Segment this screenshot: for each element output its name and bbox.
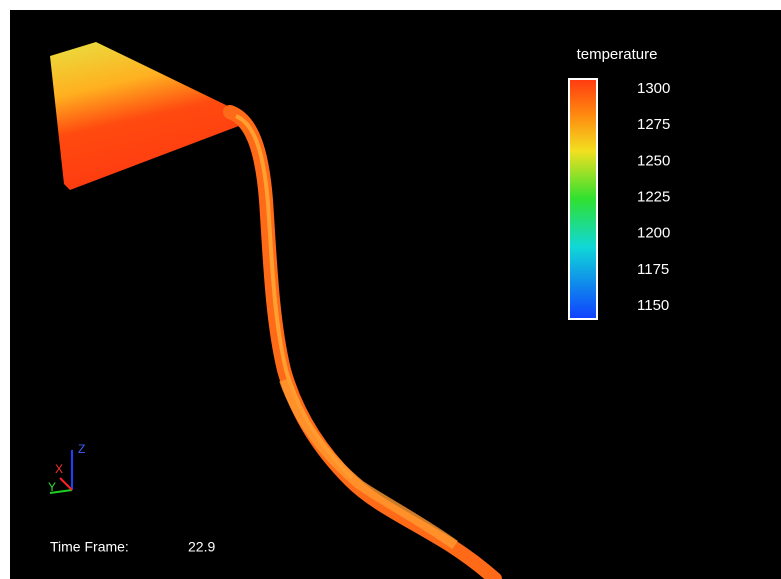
color-bar — [568, 78, 598, 320]
y-label: Y — [48, 480, 56, 494]
legend-title: temperature — [577, 46, 658, 63]
time-frame-value: 22.9 — [188, 539, 215, 555]
x-label: X — [55, 462, 63, 476]
stream-spread — [279, 378, 458, 550]
melt-geometry — [50, 42, 502, 579]
x-axis — [59, 477, 73, 491]
y-axis — [49, 489, 73, 494]
legend-tick-label: 1150 — [637, 297, 669, 314]
ladle — [50, 42, 244, 190]
legend-tick-label: 1250 — [637, 152, 670, 169]
legend-tick-label: 1175 — [637, 261, 669, 278]
legend-tick-label: 1225 — [637, 188, 670, 205]
z-label: Z — [78, 442, 85, 456]
legend-ticks: 1300 1275 1250 1225 1200 1175 1150 — [637, 80, 670, 314]
time-frame-label: Time Frame: — [50, 539, 129, 555]
legend-tick-label: 1300 — [637, 80, 670, 97]
legend-tick-label: 1275 — [637, 116, 670, 133]
axis-triad: Z Y X — [48, 442, 85, 494]
legend-tick-label: 1200 — [637, 225, 670, 242]
